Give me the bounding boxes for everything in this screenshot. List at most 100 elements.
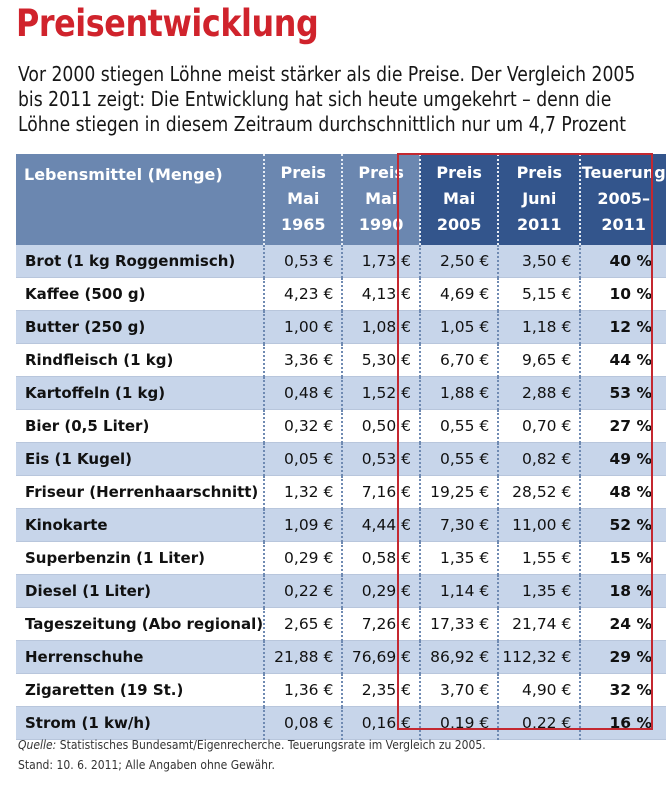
- price-cell: 0,32 €: [264, 409, 344, 443]
- price-cell: 1,32 €: [264, 475, 344, 509]
- header-cell: Teuerung 2005– 2011: [580, 154, 666, 245]
- price-cell: 2,50 €: [420, 245, 500, 278]
- item-name-cell: Brot (1 kg Roggenmisch): [16, 245, 266, 278]
- header-line: Preis: [516, 163, 563, 182]
- price-cell: 5,15 €: [498, 277, 582, 311]
- header-line: Mai: [443, 189, 476, 208]
- table-row: Herrenschuhe 21,88 €76,69 €86,92 €112,32 …: [16, 640, 666, 674]
- inflation-cell: 40 %: [580, 245, 666, 278]
- table-row: Eis (1 Kugel) 0,05 €0,53 €0,55 €0,82 €49 …: [16, 442, 666, 476]
- price-cell: 1,14 €: [420, 574, 500, 608]
- table-row: Brot (1 kg Roggenmisch) 0,53 €1,73 €2,50 …: [16, 245, 666, 278]
- table-header-row: Lebensmittel (Menge) Preis Mai 1965 Preis Mai…: [16, 154, 666, 245]
- item-name-cell: Friseur (Herrenhaarschnitt): [16, 475, 266, 509]
- header-line: Juni: [522, 189, 557, 208]
- price-cell: 1,35 €: [420, 541, 500, 575]
- table-row: Bier (0,5 Liter) 0,32 €0,50 €0,55 €0,70 €…: [16, 409, 666, 443]
- price-cell: 2,65 €: [264, 607, 344, 641]
- table-row: Friseur (Herrenhaarschnitt) 1,32 €7,16 €1…: [16, 475, 666, 509]
- price-cell: 1,55 €: [498, 541, 582, 575]
- source-label: Quelle:: [18, 738, 57, 752]
- item-name-cell: Kartoffeln (1 kg): [16, 376, 266, 410]
- inflation-cell: 18 %: [580, 574, 666, 608]
- price-cell: 19,25 €: [420, 475, 500, 509]
- intro-text: Vor 2000 stiegen Löhne meist stärker als…: [18, 62, 636, 136]
- price-cell: 7,16 €: [342, 475, 421, 509]
- table-row: Strom (1 kw/h) 0,08 €0,16 €0,19 €0,22 €16…: [16, 706, 666, 740]
- price-cell: 1,18 €: [498, 310, 582, 344]
- price-cell: 0,53 €: [264, 245, 344, 278]
- price-cell: 21,74 €: [498, 607, 582, 641]
- price-cell: 0,82 €: [498, 442, 582, 476]
- inflation-cell: 52 %: [580, 508, 666, 542]
- price-cell: 5,30 €: [342, 343, 421, 377]
- price-cell: 0,22 €: [498, 706, 582, 740]
- header-line: 2005: [436, 215, 482, 234]
- header-line: 2011: [517, 215, 562, 234]
- header-cell: Preis Juni 2011: [498, 154, 582, 245]
- price-cell: 1,08 €: [342, 310, 421, 344]
- price-cell: 1,73 €: [342, 245, 421, 278]
- price-cell: 4,23 €: [264, 277, 344, 311]
- footer: Quelle: Statistisches Bundesamt/Eigenrec…: [18, 735, 486, 775]
- price-cell: 76,69 €: [342, 640, 421, 674]
- item-name-cell: Kaffee (500 g): [16, 277, 266, 311]
- price-cell: 1,52 €: [342, 376, 421, 410]
- item-name-cell: Bier (0,5 Liter): [16, 409, 266, 443]
- inflation-cell: 49 %: [580, 442, 666, 476]
- price-cell: 0,22 €: [264, 574, 344, 608]
- price-cell: 1,00 €: [264, 310, 344, 344]
- inflation-cell: 48 %: [580, 475, 666, 509]
- price-cell: 0,55 €: [420, 442, 500, 476]
- header-line: Preis: [436, 163, 482, 182]
- item-name-cell: Eis (1 Kugel): [16, 442, 266, 476]
- price-cell: 0,19 €: [420, 706, 500, 740]
- price-cell: 86,92 €: [420, 640, 500, 674]
- header-line: Preis: [358, 163, 404, 182]
- item-name-cell: Kinokarte: [16, 508, 266, 542]
- item-name-cell: Strom (1 kw/h): [16, 706, 266, 740]
- header-cell: Preis Mai 2005: [420, 154, 500, 245]
- table-row: Kinokarte 1,09 €4,44 €7,30 €11,00 €52 %: [16, 508, 666, 542]
- price-cell: 17,33 €: [420, 607, 500, 641]
- page-title: Preisentwicklung: [16, 2, 319, 45]
- price-cell: 3,70 €: [420, 673, 500, 707]
- item-name-cell: Zigaretten (19 St.): [16, 673, 266, 707]
- header-line: Mai: [365, 189, 398, 208]
- inflation-cell: 15 %: [580, 541, 666, 575]
- inflation-cell: 53 %: [580, 376, 666, 410]
- table-row: Kaffee (500 g) 4,23 €4,13 €4,69 €5,15 €10…: [16, 277, 666, 311]
- header-line: Lebensmittel (Menge): [24, 165, 223, 184]
- header-cell: Preis Mai 1965: [264, 154, 344, 245]
- inflation-cell: 27 %: [580, 409, 666, 443]
- header-line: Teuerung: [581, 163, 666, 182]
- item-name-cell: Superbenzin (1 Liter): [16, 541, 266, 575]
- price-cell: 1,88 €: [420, 376, 500, 410]
- price-cell: 6,70 €: [420, 343, 500, 377]
- price-cell: 1,05 €: [420, 310, 500, 344]
- price-cell: 0,70 €: [498, 409, 582, 443]
- price-cell: 0,29 €: [264, 541, 344, 575]
- price-cell: 1,36 €: [264, 673, 344, 707]
- price-cell: 0,08 €: [264, 706, 344, 740]
- price-cell: 0,50 €: [342, 409, 421, 443]
- source-line: Quelle: Statistisches Bundesamt/Eigenrec…: [18, 735, 486, 755]
- price-cell: 1,09 €: [264, 508, 344, 542]
- item-name-cell: Rindfleisch (1 kg): [16, 343, 266, 377]
- table-row: Diesel (1 Liter) 0,22 €0,29 €1,14 €1,35 €…: [16, 574, 666, 608]
- table-body: Brot (1 kg Roggenmisch) 0,53 €1,73 €2,50 …: [16, 245, 666, 740]
- source-text: Statistisches Bundesamt/Eigenrecherche. …: [59, 738, 486, 752]
- price-cell: 2,88 €: [498, 376, 582, 410]
- price-cell: 0,53 €: [342, 442, 421, 476]
- price-cell: 1,35 €: [498, 574, 582, 608]
- price-table: Lebensmittel (Menge) Preis Mai 1965 Preis Mai…: [16, 154, 666, 740]
- table-row: Kartoffeln (1 kg) 0,48 €1,52 €1,88 €2,88 …: [16, 376, 666, 410]
- table-row: Superbenzin (1 Liter) 0,29 €0,58 €1,35 €1…: [16, 541, 666, 575]
- price-cell: 4,13 €: [342, 277, 421, 311]
- inflation-cell: 12 %: [580, 310, 666, 344]
- price-cell: 7,30 €: [420, 508, 500, 542]
- table-row: Zigaretten (19 St.) 1,36 €2,35 €3,70 €4,9…: [16, 673, 666, 707]
- inflation-cell: 44 %: [580, 343, 666, 377]
- inflation-cell: 10 %: [580, 277, 666, 311]
- price-cell: 3,36 €: [264, 343, 344, 377]
